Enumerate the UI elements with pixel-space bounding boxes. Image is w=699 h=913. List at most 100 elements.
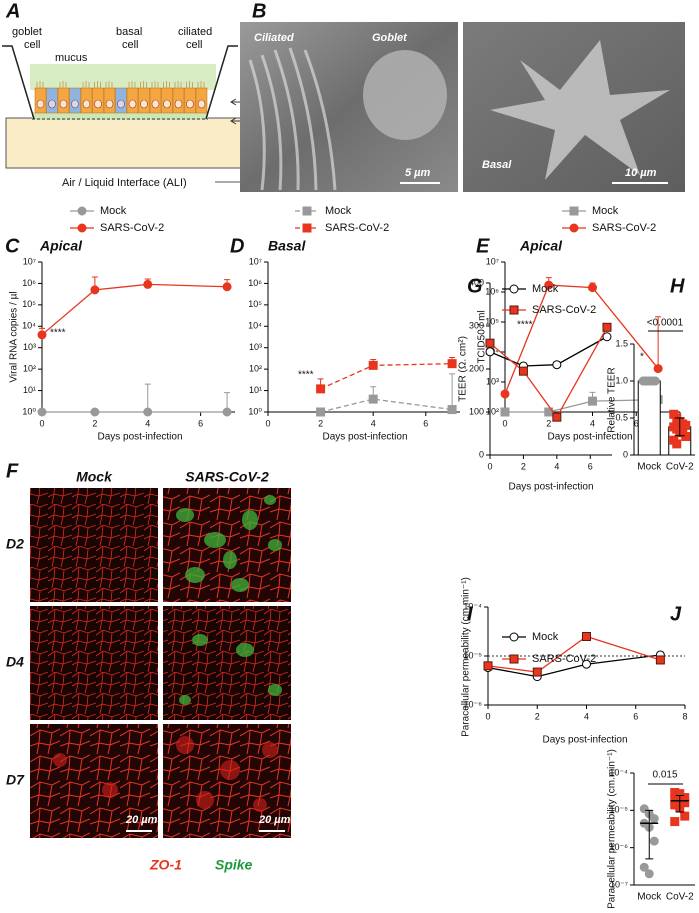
micrograph — [30, 724, 158, 838]
y-axis-label: Paracellular permeability (cm.min⁻¹) — [607, 749, 618, 908]
data-point — [552, 360, 562, 370]
y-axis-label: Viral RNA copies / µl — [9, 291, 20, 382]
data-point — [143, 279, 153, 289]
legend-marker — [509, 654, 519, 664]
y-tick-label: 10² — [23, 364, 36, 374]
legend-marker — [569, 206, 579, 216]
data-point — [649, 814, 659, 824]
y-tick-label: 0 — [623, 449, 628, 459]
data-point — [653, 364, 663, 374]
panel-label: I — [467, 603, 473, 625]
y-tick-label: 1.0 — [615, 375, 628, 385]
nucleus — [94, 99, 102, 109]
image-label: Ciliated — [254, 32, 294, 44]
y-axis-label: Paracellular permeability (cm.min⁻¹) — [461, 577, 472, 737]
nucleus — [105, 99, 114, 109]
mucus-layer — [30, 64, 216, 90]
nucleus — [197, 99, 206, 109]
data-point — [680, 798, 690, 808]
y-tick-label: 10⁴ — [248, 321, 262, 331]
diagram-label: basal — [116, 26, 142, 38]
nucleus — [140, 99, 148, 109]
legend-label: SARS-CoV-2 — [100, 222, 164, 234]
panel-b: B Ciliated Goblet 5 µm Basal 10 µm — [240, 0, 685, 192]
y-tick-label: 10⁵ — [22, 299, 36, 309]
data-point — [368, 360, 378, 370]
series-line — [487, 635, 661, 673]
y-tick-label: 10³ — [249, 342, 262, 352]
x-tick-label: 2 — [521, 461, 526, 471]
cilia — [140, 81, 147, 88]
y-tick-label: 10⁵ — [485, 316, 499, 326]
nucleus — [128, 99, 137, 109]
nucleus — [117, 99, 125, 109]
x-axis-label: Days post-infection — [508, 482, 593, 493]
cilia — [163, 81, 170, 88]
x-axis-label: Days post-infection — [547, 432, 632, 443]
x-axis-label: Days post-infection — [542, 735, 627, 746]
x-tick-label: CoV-2 — [666, 462, 694, 473]
panel-a: A goblet cell mucus basal cell ciliated … — [2, 0, 265, 189]
data-point — [681, 432, 691, 441]
panel-label: G — [467, 275, 483, 297]
x-tick-label: 4 — [145, 418, 150, 428]
nucleus — [163, 99, 171, 109]
well-wall — [205, 45, 238, 120]
annotation: **** — [50, 328, 66, 339]
x-axis-label: Days post-infection — [322, 432, 407, 443]
diagram-label: cell — [122, 39, 139, 51]
scale-bar-label: 10 µm — [625, 167, 657, 179]
diagram-label: cell — [186, 39, 203, 51]
d7-cells — [53, 736, 278, 812]
y-tick-label: 0.5 — [615, 412, 628, 422]
cilia — [197, 81, 205, 88]
scale-bar-label: 5 µm — [405, 167, 431, 179]
cells — [34, 81, 208, 114]
data-point — [447, 405, 457, 415]
data-point — [680, 811, 690, 821]
y-axis-label: Relative TEER — [607, 367, 618, 432]
data-point — [639, 862, 649, 872]
y-tick-label: 10⁰ — [248, 406, 262, 416]
y-tick-label: 0 — [479, 449, 484, 459]
nucleus — [59, 99, 68, 109]
error-bar — [675, 794, 684, 813]
micrograph — [30, 606, 158, 720]
data-point — [485, 347, 495, 357]
y-tick-label: 10⁻⁵ — [464, 650, 483, 660]
error-bar — [655, 316, 662, 369]
panel-label: J — [670, 603, 682, 625]
cilia — [105, 81, 113, 88]
series-line — [505, 398, 659, 413]
x-axis-label: Days post-infection — [97, 432, 182, 443]
y-tick-label: 10⁶ — [485, 286, 499, 296]
data-point — [222, 282, 232, 292]
annotation: **** — [298, 370, 314, 381]
series-line — [320, 363, 453, 390]
y-tick-label: 10³ — [486, 376, 499, 386]
column-header: Mock — [76, 469, 113, 485]
annotation: 0.015 — [652, 770, 677, 781]
image-label: Goblet — [372, 32, 408, 44]
x-tick-label: 2 — [535, 711, 540, 721]
cilia — [36, 81, 44, 88]
data-point — [368, 394, 378, 404]
micrograph — [30, 488, 158, 602]
bar — [637, 380, 661, 456]
y-tick-label: 10⁶ — [248, 278, 262, 288]
y-tick-label: 10⁶ — [22, 278, 36, 288]
x-tick-label: 0 — [502, 418, 507, 428]
panel-label: H — [670, 275, 685, 297]
row-label: D2 — [6, 536, 24, 552]
y-tick-label: 10² — [486, 406, 499, 416]
diagram-caption: Air / Liquid Interface (ALI) — [62, 177, 187, 189]
panel-label: C — [5, 235, 20, 257]
scale-bar-label: 20 µm — [125, 814, 158, 826]
x-tick-label: 0 — [487, 461, 492, 471]
y-tick-label: 10³ — [23, 342, 36, 352]
nucleus — [36, 99, 45, 109]
x-tick-label: 0 — [39, 418, 44, 428]
data-point — [588, 396, 597, 406]
x-tick-label: 4 — [371, 418, 376, 428]
